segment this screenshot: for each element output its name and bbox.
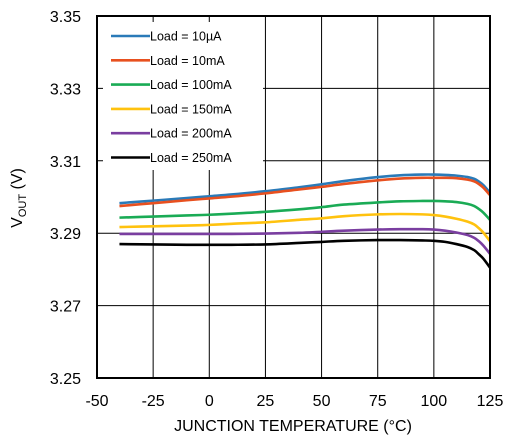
legend-background [103,22,263,170]
x-tick-label: 50 [313,393,331,410]
legend-label: Load = 10mA [150,54,225,68]
x-axis-title: JUNCTION TEMPERATURE (°C) [174,418,412,435]
series-line [119,227,492,255]
x-tick-label: -50 [85,393,108,410]
y-tick-label: 3.27 [50,299,81,316]
y-axis-title-unit: (V) [9,168,26,194]
legend-label: Load = 10µA [150,30,222,44]
y-axis-title-main: V [9,217,26,228]
y-axis-title-sub: OUT [17,194,29,218]
series-line [119,176,491,208]
series-line [119,173,491,205]
y-tick-labels: 3.25 3.27 3.29 3.31 3.33 3.35 [50,9,81,388]
legend-label: Load = 100mA [150,78,232,92]
series-line [119,238,492,269]
x-tick-label: 100 [421,393,448,410]
x-tick-labels: -50 -25 0 25 50 75 100 125 [85,393,503,410]
plot-frame [96,15,491,379]
x-tick-label: 125 [477,393,504,410]
legend-label: Load = 150mA [150,102,232,116]
x-tick-label: -25 [142,393,165,410]
x-tick-label: 0 [205,393,214,410]
y-tick-label: 3.29 [50,226,81,243]
legend-label: Load = 250mA [150,151,232,165]
y-tick-label: 3.31 [50,154,81,171]
legend: Load = 10µA Load = 10mA Load = 100mA Load =… [103,22,263,170]
x-tick-label: 25 [257,393,275,410]
series-line [119,199,491,221]
y-tick-label: 3.33 [50,81,81,98]
y-axis-title: VOUT (V) [9,168,29,228]
series-line [119,212,492,242]
x-tick-label: 75 [369,393,387,410]
legend-label: Load = 200mA [150,127,232,141]
y-tick-label: 3.35 [50,9,81,26]
y-tick-label: 3.25 [50,371,81,388]
series-lines [119,173,492,269]
